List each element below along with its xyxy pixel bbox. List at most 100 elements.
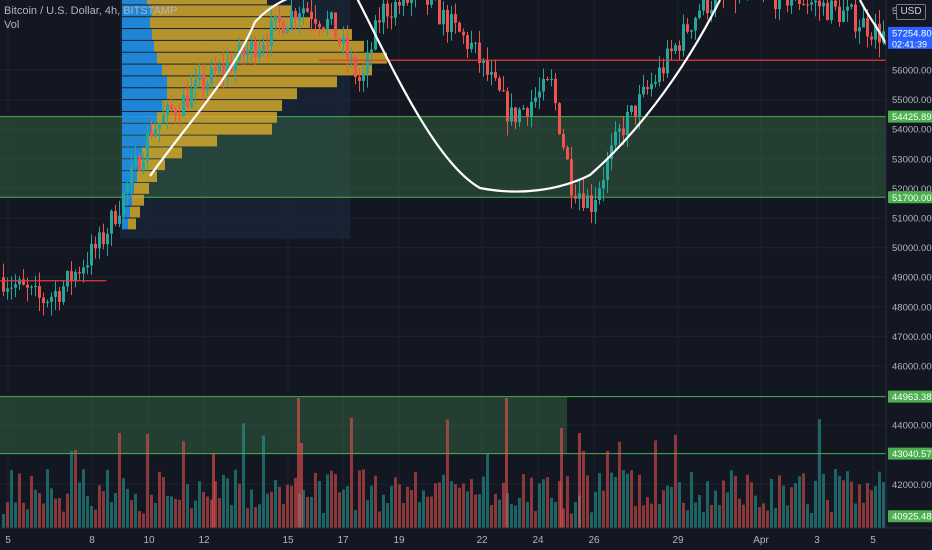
- volume-bar: [754, 495, 757, 528]
- volume-bar: [190, 508, 193, 528]
- volume-bar: [474, 494, 477, 528]
- price-tag[interactable]: [888, 110, 932, 123]
- candle: [838, 6, 841, 23]
- volume-bar: [758, 507, 761, 528]
- volume-profile-bar-up: [122, 171, 137, 182]
- candle: [554, 78, 557, 104]
- volume-profile-bar-down: [147, 0, 267, 5]
- candle: [162, 114, 165, 123]
- candle: [146, 132, 149, 162]
- candle: [530, 101, 533, 117]
- candle: [450, 14, 453, 33]
- volume-bar: [466, 491, 469, 528]
- volume-bar: [882, 482, 885, 528]
- volume-bar: [294, 477, 297, 528]
- candle: [206, 83, 209, 91]
- candle: [818, 0, 821, 7]
- volume-bar: [14, 502, 17, 528]
- volume-label[interactable]: Vol: [4, 19, 20, 31]
- volume-bar: [226, 478, 229, 528]
- volume-bar: [438, 482, 441, 528]
- volume-bar: [742, 504, 745, 528]
- candle: [78, 272, 81, 274]
- volume-bar: [842, 480, 845, 528]
- volume-profile-bar-up: [122, 40, 154, 52]
- candle: [246, 50, 249, 56]
- volume-spike: [297, 398, 300, 528]
- candle: [138, 156, 141, 171]
- currency-badge[interactable]: USD: [896, 4, 926, 20]
- time-axis-tick: 15: [282, 535, 294, 546]
- candle: [150, 132, 153, 137]
- volume-bar: [630, 470, 633, 528]
- volume-bar: [202, 491, 205, 528]
- candle: [274, 15, 277, 21]
- candle: [190, 88, 193, 108]
- price-tag[interactable]: [888, 191, 932, 204]
- volume-bar: [462, 483, 465, 528]
- volume-bar: [26, 509, 29, 528]
- volume-bar: [38, 493, 41, 528]
- candle: [30, 286, 33, 288]
- candle: [666, 48, 669, 74]
- volume-bar: [678, 482, 681, 528]
- volume-bar: [530, 477, 533, 528]
- volume-profile-bar-up: [122, 111, 157, 123]
- volume-bar: [54, 498, 57, 528]
- price-tag-label: 54425.89: [892, 112, 932, 123]
- volume-bar: [206, 496, 209, 528]
- volume-spike: [578, 433, 581, 528]
- volume-bar: [682, 502, 685, 528]
- volume-bar: [618, 441, 621, 528]
- volume-bar: [698, 495, 701, 528]
- volume-bar: [834, 469, 837, 528]
- candle: [674, 45, 677, 52]
- volume-bar: [6, 502, 9, 528]
- candle: [522, 108, 525, 110]
- candle: [242, 44, 245, 56]
- candle: [822, 2, 825, 7]
- candle: [846, 6, 849, 11]
- candle: [714, 0, 717, 10]
- price-tag[interactable]: [888, 26, 932, 49]
- volume-bar: [554, 501, 557, 528]
- volume-bar: [486, 453, 489, 528]
- candle: [478, 42, 481, 64]
- volume-bar: [382, 494, 385, 528]
- volume-bar: [418, 502, 421, 528]
- volume-bar: [830, 512, 833, 528]
- candle: [334, 12, 337, 39]
- volume-bar: [330, 470, 333, 528]
- volume-bar: [726, 492, 729, 528]
- volume-bar: [258, 504, 261, 528]
- volume-bar: [798, 476, 801, 528]
- volume-bar: [634, 506, 637, 528]
- time-axis-tick: 29: [672, 535, 684, 546]
- candle: [174, 109, 177, 116]
- volume-bar: [846, 471, 849, 528]
- volume-spike: [505, 398, 508, 528]
- symbol-title[interactable]: Bitcoin / U.S. Dollar, 4h, BITSTAMP: [4, 5, 178, 17]
- volume-bar: [218, 498, 221, 528]
- price-tag[interactable]: [888, 510, 932, 523]
- volume-profile-bar-up: [122, 64, 162, 76]
- candle: [10, 287, 13, 289]
- volume-bar: [450, 481, 453, 528]
- price-tag[interactable]: [888, 447, 932, 460]
- volume-bar: [150, 494, 153, 528]
- candle: [510, 107, 513, 122]
- candle: [862, 18, 865, 28]
- volume-bar: [654, 440, 657, 528]
- candle: [270, 20, 273, 47]
- volume-bar: [82, 469, 85, 528]
- price-tag[interactable]: [888, 390, 932, 403]
- volume-bar: [178, 499, 181, 528]
- volume-profile-bar-down: [142, 147, 182, 159]
- candle: [22, 279, 25, 285]
- volume-bar: [738, 498, 741, 528]
- volume-profile-bar-up: [122, 100, 162, 111]
- volume-bar: [818, 419, 821, 528]
- volume-profile-bar-down: [134, 182, 149, 194]
